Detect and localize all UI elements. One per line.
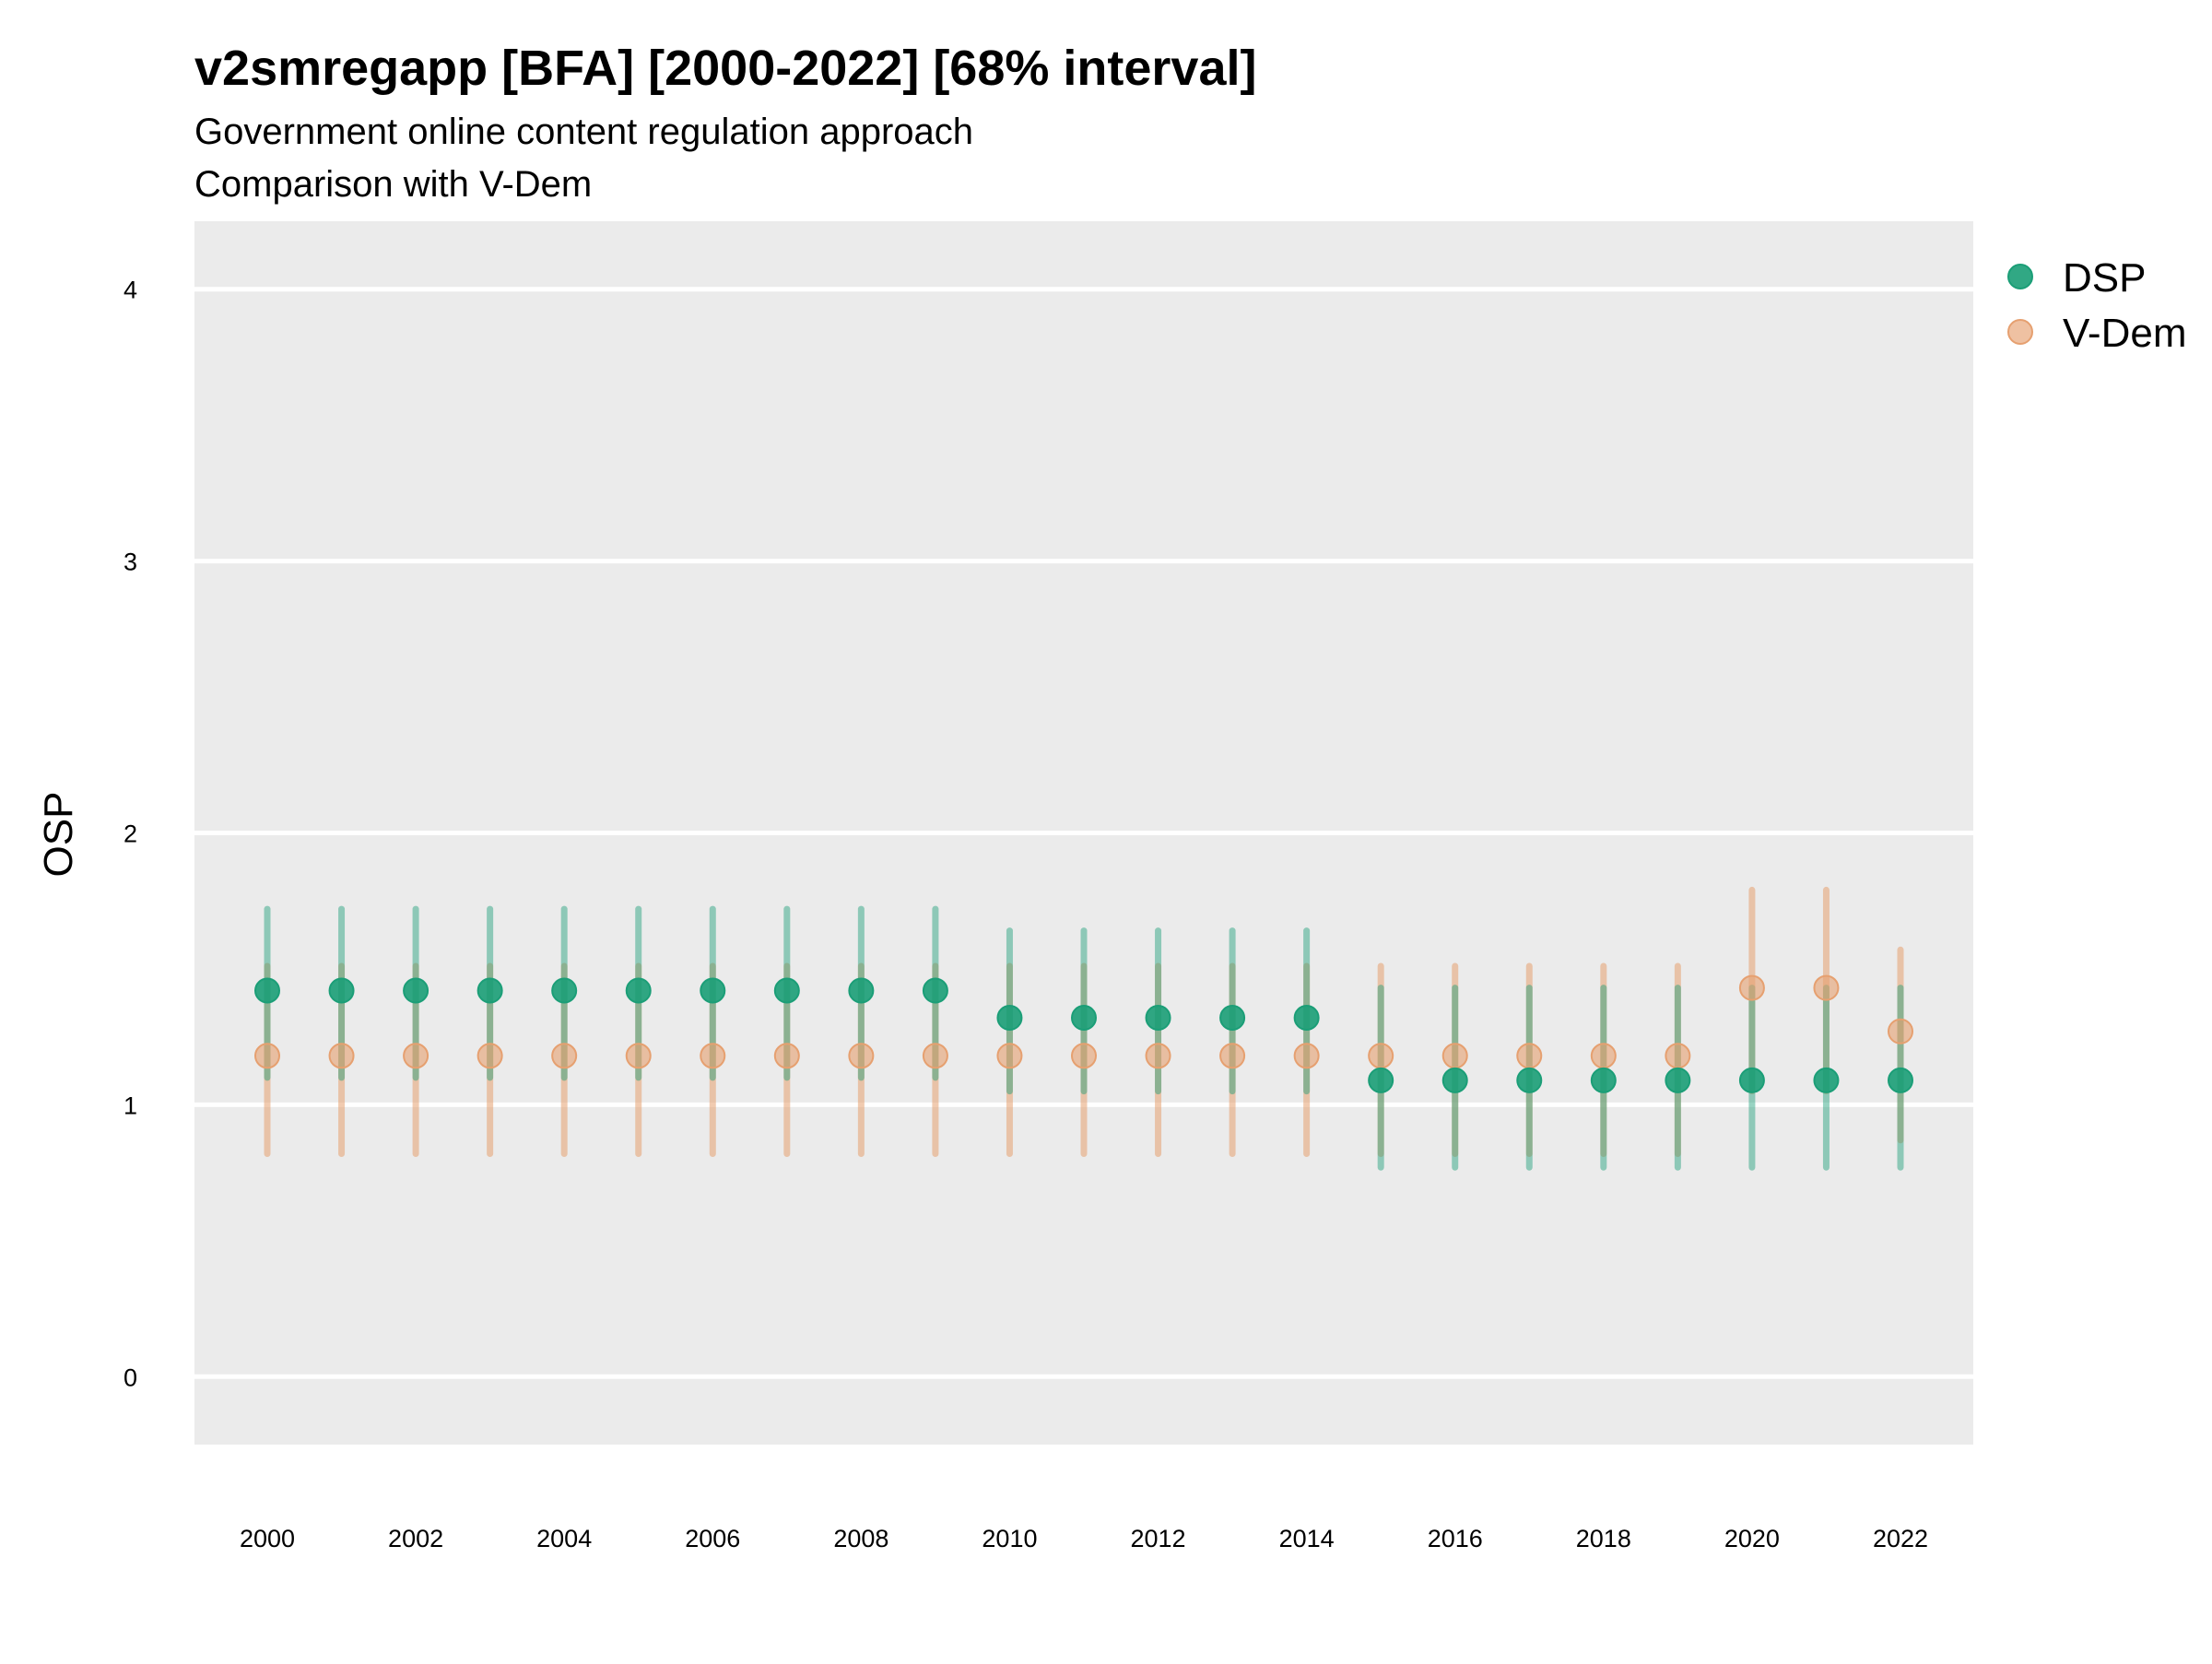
point-v-dem xyxy=(1368,1043,1394,1069)
point-v-dem xyxy=(1071,1043,1097,1069)
point-v-dem xyxy=(922,1043,948,1069)
x-tick-label: 2000 xyxy=(240,1525,295,1552)
y-tick-label: 2 xyxy=(124,820,137,848)
point-dsp xyxy=(1516,1067,1543,1093)
point-v-dem xyxy=(1813,974,1840,1001)
point-dsp xyxy=(1888,1067,1913,1093)
x-tick-label: 2004 xyxy=(536,1525,592,1552)
point-dsp xyxy=(1665,1067,1691,1093)
point-dsp xyxy=(1368,1067,1394,1093)
chart-subtitle-1: Government online content regulation app… xyxy=(194,112,973,152)
x-tick-label: 2008 xyxy=(833,1525,888,1552)
legend-label-dsp: DSP xyxy=(2063,255,2146,301)
chart-subtitle-2: Comparison with V-Dem xyxy=(194,164,592,205)
point-v-dem xyxy=(1888,1018,1913,1044)
point-v-dem xyxy=(1665,1043,1691,1069)
x-tick-label: 2018 xyxy=(1576,1525,1631,1552)
point-dsp xyxy=(700,977,726,1004)
point-v-dem xyxy=(848,1043,875,1069)
point-v-dem xyxy=(1441,1043,1468,1069)
legend-label-vdem: V-Dem xyxy=(2063,311,2186,356)
point-dsp xyxy=(625,977,652,1004)
point-v-dem xyxy=(1516,1043,1543,1069)
point-dsp xyxy=(1071,1005,1097,1032)
point-v-dem xyxy=(254,1043,280,1069)
y-axis-label: OSP xyxy=(36,792,81,878)
y-tick-label: 4 xyxy=(124,277,137,304)
y-tick-label: 0 xyxy=(124,1363,137,1391)
point-v-dem xyxy=(1219,1043,1246,1069)
point-v-dem xyxy=(1293,1043,1320,1069)
point-dsp xyxy=(773,977,800,1004)
point-dsp xyxy=(254,977,280,1004)
point-v-dem xyxy=(996,1043,1023,1069)
point-dsp xyxy=(996,1005,1023,1032)
point-dsp xyxy=(1813,1067,1840,1093)
point-v-dem xyxy=(773,1043,800,1069)
point-v-dem xyxy=(477,1043,503,1069)
x-tick-label: 2020 xyxy=(1724,1525,1780,1552)
point-v-dem xyxy=(328,1043,355,1069)
point-v-dem xyxy=(1590,1043,1617,1069)
legend: DSP V-Dem xyxy=(2007,255,2186,356)
point-dsp xyxy=(1145,1005,1171,1032)
y-tick-label: 3 xyxy=(124,549,137,576)
point-dsp xyxy=(551,977,578,1004)
point-dsp xyxy=(1219,1005,1246,1032)
x-tick-label: 2022 xyxy=(1873,1525,1928,1552)
x-tick-label: 2014 xyxy=(1279,1525,1335,1552)
point-dsp xyxy=(403,977,429,1004)
point-dsp xyxy=(1441,1067,1468,1093)
point-dsp xyxy=(477,977,503,1004)
x-tick-labels: 2000 2002 2004 2006 2008 2010 2012 2014 2016 2018… xyxy=(240,1525,1928,1552)
y-tick-labels: 0 1 2 3 4 xyxy=(124,277,137,1392)
x-tick-label: 2002 xyxy=(388,1525,443,1552)
point-dsp xyxy=(1590,1067,1617,1093)
point-v-dem xyxy=(1738,974,1765,1001)
point-v-dem xyxy=(1145,1043,1171,1069)
legend-key-dsp xyxy=(2007,264,2033,289)
point-v-dem xyxy=(625,1043,652,1069)
point-v-dem xyxy=(551,1043,578,1069)
x-tick-label: 2006 xyxy=(685,1525,740,1552)
y-tick-label: 1 xyxy=(124,1092,137,1119)
x-tick-label: 2010 xyxy=(982,1525,1037,1552)
chart-title: v2smregapp [BFA] [2000-2022] [68% interv… xyxy=(194,41,1256,96)
point-dsp xyxy=(1293,1005,1320,1032)
x-tick-label: 2016 xyxy=(1428,1525,1483,1552)
point-dsp xyxy=(922,977,948,1004)
point-v-dem xyxy=(700,1043,726,1069)
x-tick-label: 2012 xyxy=(1131,1525,1186,1552)
legend-key-vdem xyxy=(2007,319,2033,345)
data-points xyxy=(254,974,1913,1093)
point-dsp xyxy=(1738,1067,1765,1093)
point-v-dem xyxy=(403,1043,429,1069)
point-dsp xyxy=(328,977,355,1004)
point-dsp xyxy=(848,977,875,1004)
